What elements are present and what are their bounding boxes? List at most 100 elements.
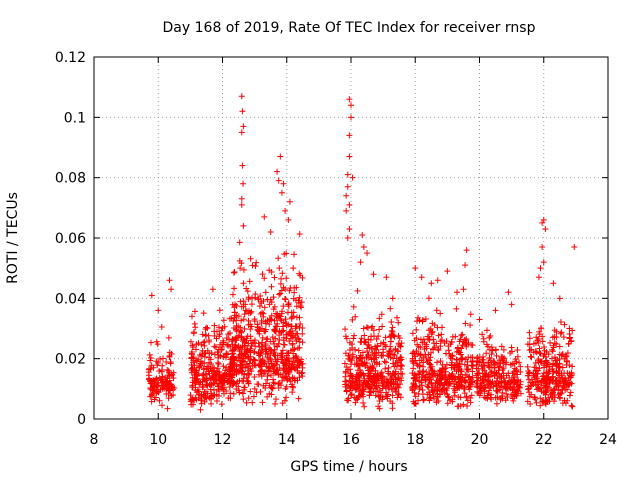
x-tick-label: 22 (535, 432, 553, 448)
data-point (154, 388, 161, 395)
data-point (556, 343, 563, 350)
data-point (270, 338, 277, 345)
data-point (442, 350, 449, 357)
data-point (463, 247, 470, 254)
data-point (420, 363, 427, 370)
data-point (551, 327, 558, 334)
data-point (537, 265, 544, 272)
data-point (542, 354, 549, 361)
data-point (528, 354, 535, 361)
data-point (537, 402, 544, 409)
data-point (189, 382, 196, 389)
data-point (268, 283, 275, 290)
data-point (393, 355, 400, 362)
data-point (275, 340, 282, 347)
data-point (416, 317, 423, 324)
data-point (169, 384, 176, 391)
data-point (477, 390, 484, 397)
data-point (549, 390, 556, 397)
data-point (568, 402, 575, 409)
data-point (469, 342, 476, 349)
data-point (275, 381, 282, 388)
data-point (502, 397, 509, 404)
data-point (288, 332, 295, 339)
data-point (343, 192, 350, 199)
data-point (511, 365, 518, 372)
data-point (280, 360, 287, 367)
data-point (159, 355, 166, 362)
data-point (455, 394, 462, 401)
data-point (548, 355, 555, 362)
data-point (517, 363, 524, 370)
data-point (188, 349, 195, 355)
data-point (165, 334, 172, 341)
data-point (278, 350, 285, 357)
data-point (261, 213, 268, 220)
data-point (276, 380, 283, 387)
data-point (215, 346, 222, 353)
data-point (245, 378, 252, 385)
data-point (451, 387, 458, 394)
data-point (437, 367, 444, 374)
data-point (485, 359, 492, 366)
data-point (262, 318, 269, 325)
data-point (259, 339, 266, 346)
data-point (418, 274, 425, 281)
data-point (273, 313, 280, 320)
data-point (571, 244, 578, 251)
data-point (215, 361, 222, 368)
data-point (238, 362, 245, 369)
data-point (211, 322, 218, 329)
data-point (508, 392, 515, 399)
data-point (343, 207, 350, 214)
data-point (268, 312, 275, 319)
data-point (290, 313, 297, 320)
data-point (292, 325, 299, 332)
data-point (288, 323, 295, 330)
data-point (346, 153, 353, 160)
data-point (416, 378, 423, 385)
data-point (479, 370, 486, 377)
data-point (381, 358, 388, 365)
data-point (348, 361, 355, 368)
data-point (289, 374, 296, 381)
data-point (413, 360, 420, 367)
data-point (428, 367, 435, 374)
data-point (469, 378, 476, 385)
data-point (535, 378, 542, 385)
data-point (275, 385, 282, 392)
data-point (259, 334, 266, 341)
x-tick-label: 18 (406, 432, 424, 448)
data-point (223, 364, 230, 371)
data-point (566, 325, 573, 332)
data-point (218, 385, 225, 392)
data-point (289, 341, 296, 348)
data-point (443, 380, 450, 387)
data-point (397, 343, 404, 350)
data-point (412, 265, 419, 272)
data-point (227, 390, 234, 397)
data-point (386, 348, 393, 355)
data-point (481, 362, 488, 369)
data-point (248, 323, 255, 330)
data-point (344, 171, 351, 178)
data-point (539, 333, 546, 340)
data-point (347, 370, 354, 377)
data-point (549, 334, 556, 341)
data-point (474, 388, 481, 395)
data-point (247, 255, 254, 262)
data-point (267, 346, 274, 353)
data-point (398, 340, 405, 347)
data-point (274, 314, 281, 321)
data-point (354, 374, 361, 381)
data-point (490, 358, 497, 365)
data-point (456, 338, 463, 345)
data-point (383, 274, 390, 281)
data-point (377, 340, 384, 347)
data-point (346, 377, 353, 384)
data-point (365, 367, 372, 374)
data-point (230, 390, 237, 397)
data-point (538, 388, 545, 395)
data-point (270, 379, 277, 386)
data-point (469, 368, 476, 375)
